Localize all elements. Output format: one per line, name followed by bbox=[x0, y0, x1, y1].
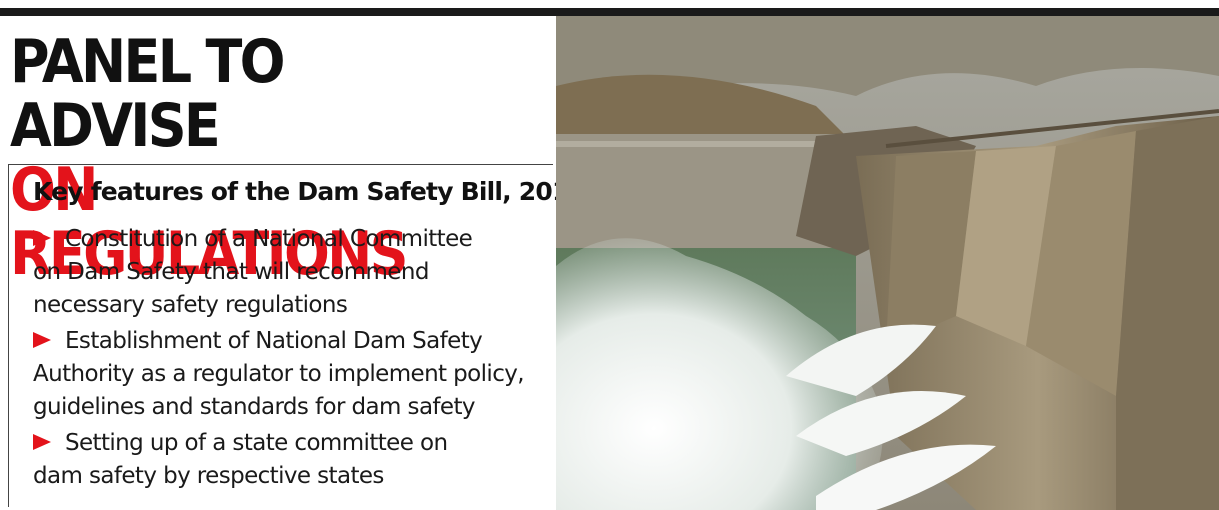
feature-item-3: Setting up of a state committee on dam s… bbox=[33, 427, 448, 493]
red-arrow-bullet-icon bbox=[33, 229, 51, 246]
feature-3-line-1: Setting up of a state committee on bbox=[65, 430, 448, 456]
red-arrow-bullet-icon bbox=[33, 433, 51, 450]
feature-item-1: Constitution of a National Committee on … bbox=[33, 223, 473, 322]
feature-3-line-2: dam safety by respective states bbox=[33, 463, 384, 489]
feature-1-line-1: Constitution of a National Committee bbox=[65, 226, 473, 252]
headline-line-2: ON REGULATIONS bbox=[10, 155, 409, 289]
feature-1-line-2: on Dam Safety that will recommend bbox=[33, 259, 429, 285]
feature-2-line-2: Authority as a regulator to implement po… bbox=[33, 361, 525, 387]
feature-2-line-1: Establishment of National Dam Safety bbox=[65, 328, 483, 354]
dam-photo bbox=[556, 16, 1219, 510]
feature-item-2: Establishment of National Dam Safety Aut… bbox=[33, 325, 525, 424]
red-arrow-bullet-icon bbox=[33, 331, 51, 348]
feature-1-line-3: necessary safety regulations bbox=[33, 292, 348, 318]
features-box: Key features of the Dam Safety Bill, 201… bbox=[8, 164, 586, 507]
dam-illustration bbox=[556, 16, 1219, 510]
text-panel: PANEL TO ADVISE ON REGULATIONS Key featu… bbox=[0, 16, 586, 510]
headline: PANEL TO ADVISE ON REGULATIONS bbox=[10, 30, 501, 286]
top-rule bbox=[0, 8, 1219, 16]
headline-line-1: PANEL TO ADVISE bbox=[10, 27, 286, 161]
features-title: Key features of the Dam Safety Bill, 201… bbox=[33, 177, 586, 206]
feature-2-line-3: guidelines and standards for dam safety bbox=[33, 394, 476, 420]
